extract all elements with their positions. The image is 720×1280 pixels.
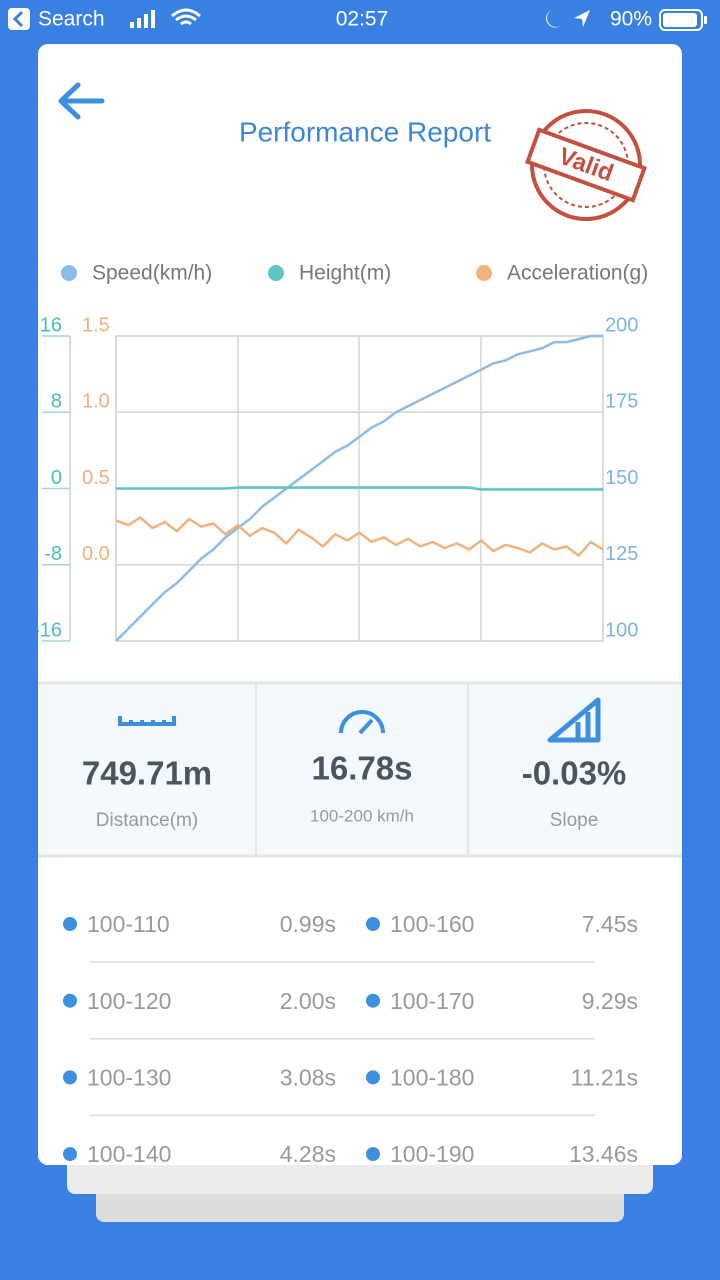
y-tick-label: -16 — [33, 619, 62, 641]
back-app-icon[interactable] — [8, 8, 30, 30]
series-line — [115, 516, 604, 557]
y-tick-label: 0 — [51, 467, 62, 489]
stat-value: -0.03% — [522, 755, 627, 792]
y-tick-label: 150 — [605, 467, 638, 489]
series-line — [115, 334, 603, 642]
split-dot — [366, 1147, 380, 1162]
signal-icon — [130, 10, 155, 28]
valid-stamp: Valid — [524, 109, 648, 221]
split-time: 9.29s — [582, 988, 638, 1014]
split-time: 3.08s — [280, 1064, 336, 1090]
split-range: 100-120 — [87, 988, 171, 1014]
back-app-label[interactable]: Search — [38, 8, 105, 31]
split-range: 100-170 — [390, 988, 474, 1014]
slope-icon — [547, 697, 601, 743]
legend-dot — [61, 265, 77, 281]
legend-dot — [268, 265, 284, 281]
stat-label: 100-200 km/h — [310, 806, 414, 825]
status-bar: Search 02:57 90% — [8, 8, 707, 31]
location-icon — [574, 10, 590, 27]
legend-label: Height(m) — [299, 262, 391, 285]
split-range: 100-140 — [87, 1141, 171, 1167]
stat-label: Distance(m) — [96, 810, 198, 831]
legend-label: Speed(km/h) — [92, 262, 212, 285]
battery-icon — [659, 9, 703, 31]
split-range: 100-110 — [87, 911, 170, 937]
y-tick-label: 125 — [605, 543, 638, 565]
y-tick-label: 8 — [51, 391, 62, 413]
split-time: 11.21s — [571, 1064, 638, 1090]
split-time: 13.46s — [569, 1141, 638, 1167]
y-tick-label: 175 — [605, 391, 638, 413]
page-title: Performance Report — [239, 116, 491, 147]
moon-icon — [546, 10, 560, 28]
legend-dot — [476, 265, 492, 281]
split-range: 100-160 — [390, 911, 474, 937]
back-chevron — [12, 10, 24, 28]
stat-value: 749.71m — [82, 755, 212, 792]
stat-value: 16.78s — [312, 750, 413, 787]
battery-level — [663, 13, 697, 27]
card — [38, 44, 682, 1165]
series-line — [116, 486, 603, 491]
split-dot — [366, 917, 380, 931]
y-tick-label: 100 — [605, 619, 638, 641]
y-tick-label: 0.0 — [82, 543, 110, 565]
split-range: 100-180 — [390, 1064, 474, 1090]
y-tick-label: 1.0 — [82, 391, 110, 413]
battery-tip — [704, 16, 707, 24]
split-time: 2.00s — [280, 988, 336, 1014]
clock: 02:57 — [336, 8, 389, 31]
y-tick-label: 200 — [605, 314, 638, 336]
split-dot — [63, 1070, 77, 1085]
split-time: 4.28s — [280, 1141, 336, 1167]
stat-label: Slope — [550, 810, 599, 831]
speedometer-needle — [358, 718, 374, 735]
split-range: 100-130 — [87, 1064, 171, 1090]
split-range: 100-190 — [390, 1141, 474, 1167]
split-dot — [366, 1070, 380, 1085]
split-time: 7.45s — [582, 911, 638, 937]
ruler-icon — [118, 716, 176, 726]
card-content: Performance Report Valid Speed(km/h) Heig… — [33, 82, 682, 1167]
legend-label: Acceleration(g) — [507, 262, 648, 285]
wifi-icon — [171, 8, 201, 26]
split-dot — [63, 993, 77, 1008]
back-button[interactable] — [58, 82, 105, 120]
y-tick-label: 16 — [40, 314, 62, 336]
split-dot — [63, 1147, 77, 1162]
y-tick-label: -8 — [44, 543, 62, 565]
y-tick-label: 1.5 — [82, 314, 110, 336]
y-tick-label: 0.5 — [82, 467, 110, 489]
battery-percent: 90% — [610, 8, 652, 31]
split-time: 0.99s — [280, 911, 336, 937]
speedometer-icon — [339, 710, 385, 734]
split-dot — [366, 993, 380, 1008]
split-dot — [63, 917, 77, 931]
